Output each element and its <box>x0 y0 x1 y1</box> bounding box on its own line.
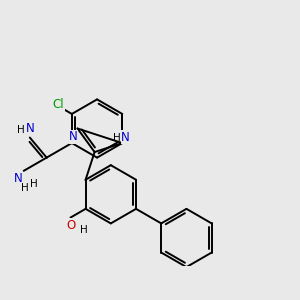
Text: N: N <box>69 130 78 143</box>
Text: H: H <box>30 179 38 189</box>
Text: N: N <box>26 122 34 135</box>
Text: H: H <box>80 225 88 235</box>
Text: N: N <box>14 172 22 185</box>
Text: Cl: Cl <box>52 98 64 110</box>
Text: H: H <box>113 133 121 143</box>
Text: H: H <box>17 125 24 135</box>
Text: N: N <box>121 131 130 144</box>
Text: H: H <box>21 183 28 193</box>
Text: O: O <box>66 219 75 232</box>
